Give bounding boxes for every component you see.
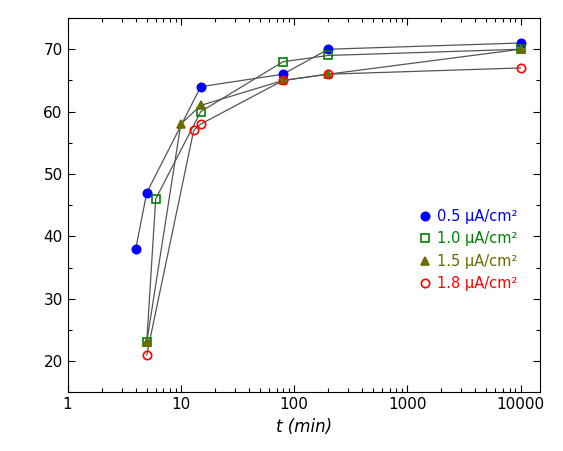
1.8 μA/cm² bbox=[517, 65, 524, 71]
Line: 1.5 μA/cm²: 1.5 μA/cm² bbox=[142, 45, 525, 347]
1.0 μA/cm² bbox=[144, 340, 150, 345]
1.0 μA/cm² bbox=[517, 46, 524, 52]
1.5 μA/cm² bbox=[325, 71, 332, 77]
1.8 μA/cm² bbox=[325, 71, 332, 77]
Line: 1.8 μA/cm²: 1.8 μA/cm² bbox=[142, 64, 525, 359]
1.5 μA/cm² bbox=[280, 78, 287, 83]
1.5 μA/cm² bbox=[517, 46, 524, 52]
0.5 μA/cm² bbox=[280, 71, 287, 77]
1.5 μA/cm² bbox=[177, 121, 184, 127]
1.5 μA/cm² bbox=[198, 103, 204, 108]
Line: 1.0 μA/cm²: 1.0 μA/cm² bbox=[142, 45, 525, 347]
0.5 μA/cm² bbox=[144, 190, 150, 195]
1.0 μA/cm² bbox=[153, 196, 159, 202]
X-axis label: t (min): t (min) bbox=[276, 418, 332, 436]
Legend: 0.5 μA/cm², 1.0 μA/cm², 1.5 μA/cm², 1.8 μA/cm²: 0.5 μA/cm², 1.0 μA/cm², 1.5 μA/cm², 1.8 … bbox=[415, 203, 524, 297]
1.0 μA/cm² bbox=[198, 109, 204, 115]
0.5 μA/cm² bbox=[198, 84, 204, 89]
0.5 μA/cm² bbox=[325, 46, 332, 52]
1.0 μA/cm² bbox=[325, 53, 332, 58]
1.5 μA/cm² bbox=[144, 340, 150, 345]
1.8 μA/cm² bbox=[280, 78, 287, 83]
1.8 μA/cm² bbox=[198, 121, 204, 127]
1.8 μA/cm² bbox=[190, 128, 197, 133]
Line: 0.5 μA/cm²: 0.5 μA/cm² bbox=[132, 39, 525, 253]
0.5 μA/cm² bbox=[517, 40, 524, 46]
1.0 μA/cm² bbox=[280, 59, 287, 64]
0.5 μA/cm² bbox=[132, 246, 139, 252]
1.8 μA/cm² bbox=[144, 352, 150, 358]
